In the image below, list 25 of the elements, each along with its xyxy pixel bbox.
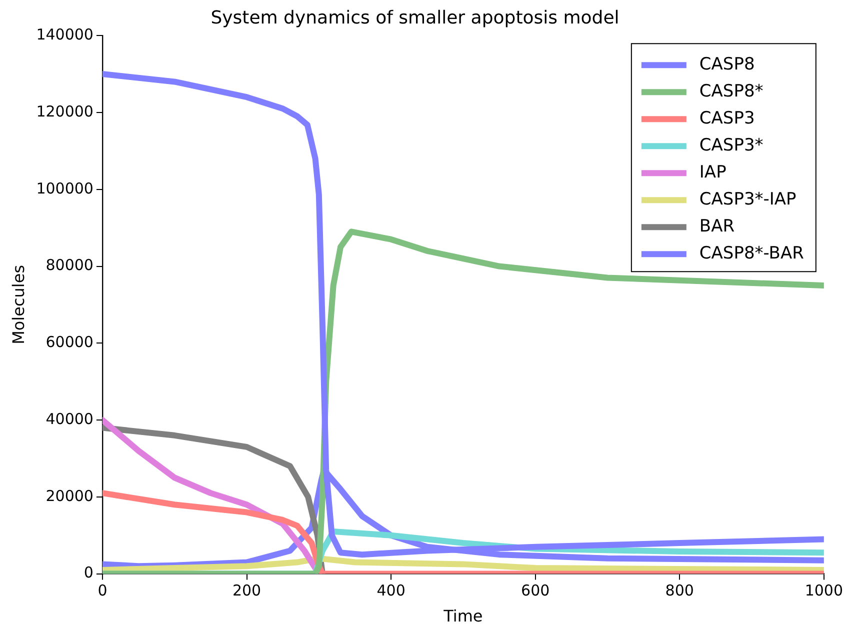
y-tick-label: 0 xyxy=(84,564,94,582)
y-tick-label: 120000 xyxy=(36,102,94,120)
legend-label: CASP8* xyxy=(699,82,764,102)
y-tick-label: 100000 xyxy=(36,179,94,198)
y-tick-label: 20000 xyxy=(46,486,94,505)
chart-title: System dynamics of smaller apoptosis model xyxy=(210,7,620,28)
x-tick-label: 200 xyxy=(232,582,262,600)
legend-label: CASP3* xyxy=(699,136,764,156)
legend-label: IAP xyxy=(699,162,726,183)
y-tick-label: 140000 xyxy=(36,25,94,44)
x-tick-label: 800 xyxy=(665,582,694,600)
x-tick-label: 400 xyxy=(376,582,406,600)
legend-label: CASP8 xyxy=(699,54,755,75)
y-tick-label: 80000 xyxy=(46,256,94,274)
legend-label: BAR xyxy=(699,216,735,237)
x-axis-title: Time xyxy=(442,606,483,626)
x-tick-label: 600 xyxy=(521,582,550,600)
legend-label: CASP3*-IAP xyxy=(699,190,796,210)
legend-label: CASP3 xyxy=(699,108,755,129)
y-axis-title: Molecules xyxy=(8,264,28,344)
y-tick-label: 40000 xyxy=(46,410,94,428)
y-tick-label: 60000 xyxy=(46,333,94,352)
x-tick-label: 1000 xyxy=(804,582,844,600)
x-tick-label: 0 xyxy=(98,582,108,600)
legend-label: CASP8*-BAR xyxy=(699,244,804,264)
